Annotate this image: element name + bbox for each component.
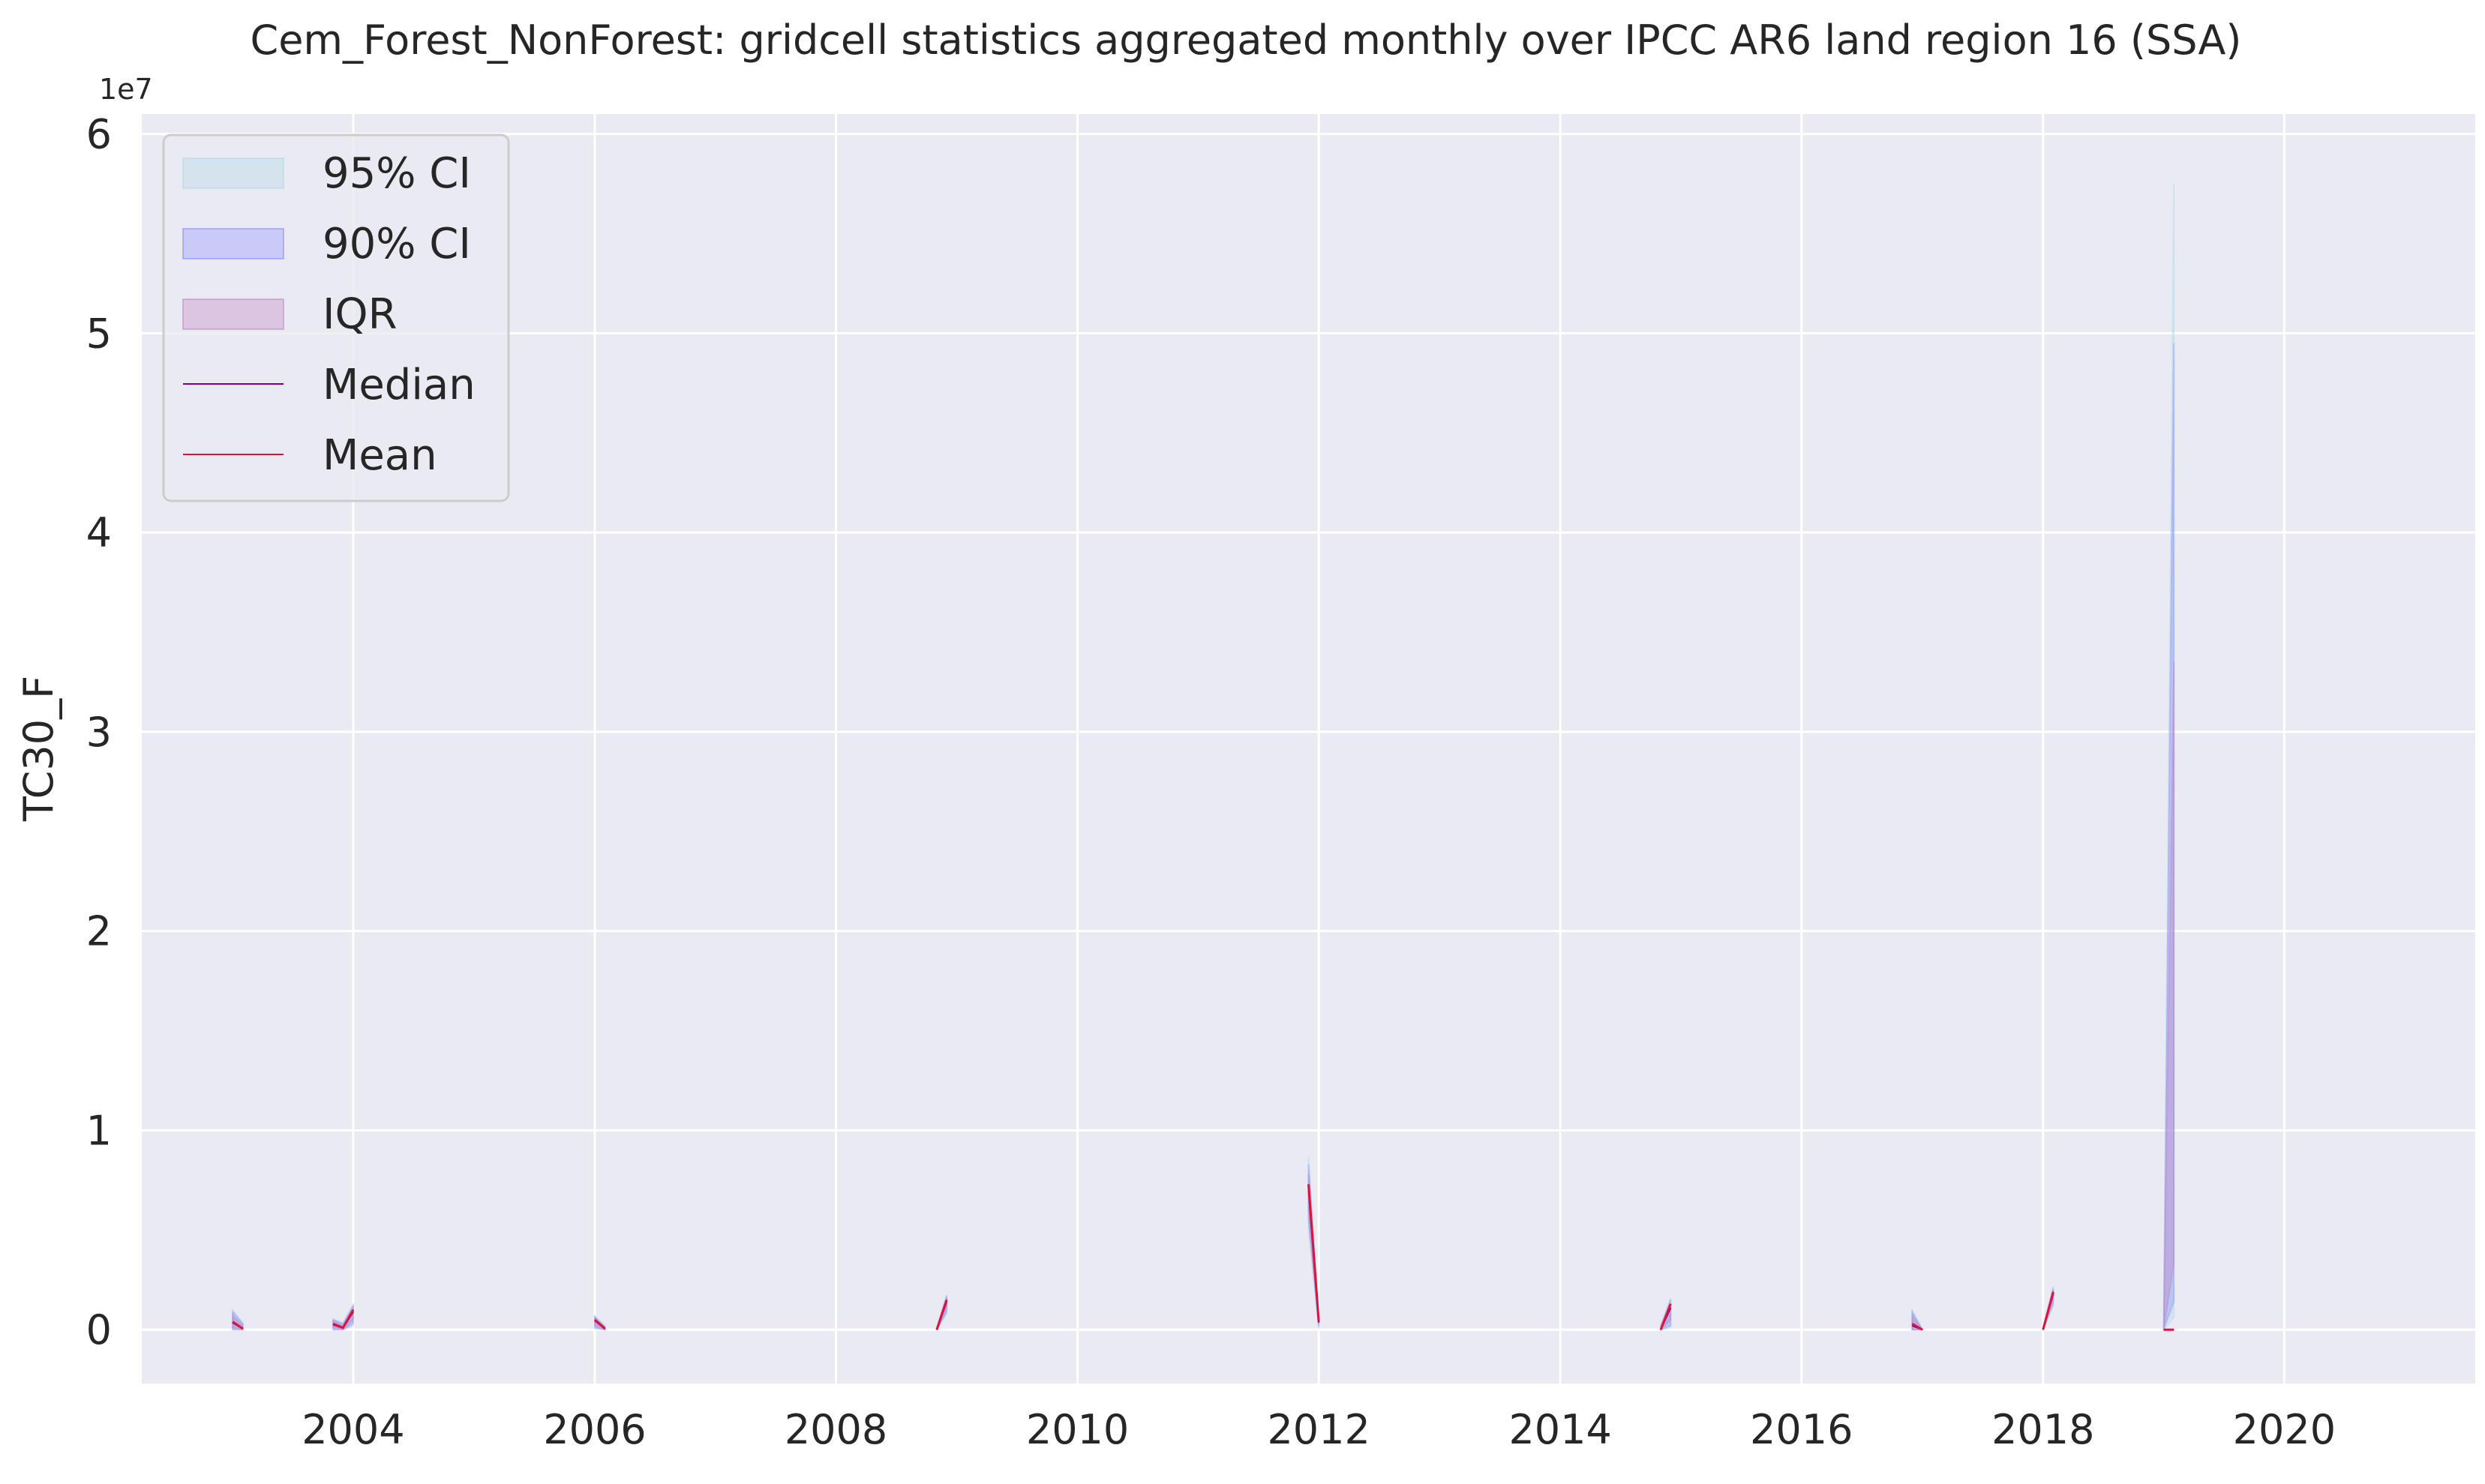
x-tick-label: 2012 (1267, 1406, 1370, 1453)
x-tick-label: 2014 (1508, 1406, 1611, 1453)
chart-title: Cem_Forest_NonForest: gridcell statistic… (250, 16, 2241, 64)
x-tick-label: 2010 (1026, 1406, 1129, 1453)
mean-line (232, 1321, 244, 1330)
band-90ci (232, 1309, 244, 1331)
band-90ci (2162, 343, 2175, 1330)
mean-line (935, 1299, 948, 1330)
y-tick-label: 4 (86, 509, 112, 556)
x-tick-label: 2016 (1750, 1406, 1853, 1453)
legend-label: Mean (323, 431, 437, 480)
axis-ticks: 2004 2006 2008 2010 2012 2014 2016 2018 2020 0 1 2 3… (86, 111, 2336, 1453)
y-tick-label: 5 (86, 310, 112, 357)
grid-lines (142, 114, 2475, 1384)
y-axis-offset-label: 1e7 (99, 73, 153, 106)
y-tick-label: 3 (86, 709, 112, 756)
legend-label: IQR (323, 290, 398, 339)
legend-swatch (182, 228, 284, 259)
y-tick-label: 6 (86, 111, 112, 158)
x-tick-label: 2020 (2233, 1406, 2336, 1453)
y-axis-label: TC30_F (15, 676, 62, 822)
band-95ci (2162, 184, 2175, 1332)
series-lines (232, 1184, 2174, 1331)
mean-line (2042, 1291, 2054, 1330)
x-tick-label: 2008 (785, 1406, 887, 1453)
legend-frame (162, 133, 510, 502)
legend-label: 90% CI (323, 220, 471, 268)
legend-swatch (182, 157, 284, 189)
y-tick-label: 0 (86, 1306, 112, 1354)
y-tick-label: 2 (86, 908, 112, 955)
mean-line (593, 1318, 606, 1330)
mean-line (1307, 1184, 1320, 1322)
band-90ci (332, 1303, 354, 1331)
x-tick-label: 2018 (1991, 1406, 2094, 1453)
legend-swatch (182, 298, 284, 330)
legend-label: Median (323, 361, 476, 409)
mean-line (332, 1309, 355, 1330)
band-95ci (332, 1303, 354, 1331)
mean-line (1911, 1322, 1923, 1331)
legend: 95% CI 90% CI IQR Median Mean (162, 133, 510, 502)
x-tick-label: 2004 (302, 1406, 404, 1453)
x-tick-label: 2006 (543, 1406, 646, 1453)
y-tick-label: 1 (86, 1107, 112, 1154)
mean-line (1659, 1303, 1672, 1330)
band-iqr (2162, 661, 2175, 1330)
legend-label: 95% CI (323, 149, 471, 198)
plot-area (142, 114, 2475, 1384)
